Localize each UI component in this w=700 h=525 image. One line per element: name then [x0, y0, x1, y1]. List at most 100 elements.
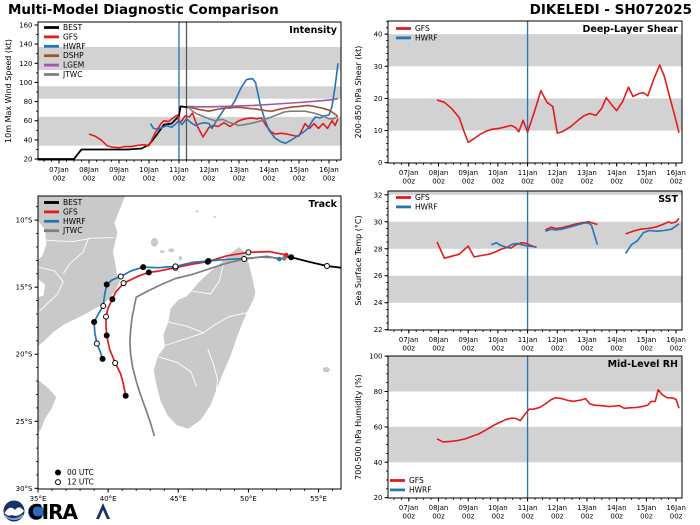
svg-text:Mid-Level RH: Mid-Level RH	[608, 359, 678, 370]
rh-chart: 07Jan00z08Jan00z09Jan00z10Jan00z11Jan00z…	[354, 353, 686, 521]
svg-text:00z: 00z	[610, 345, 623, 353]
svg-text:JTWC: JTWC	[62, 70, 82, 79]
svg-text:00z: 00z	[53, 175, 66, 183]
svg-text:BEST: BEST	[63, 23, 83, 32]
svg-text:00z: 00z	[521, 178, 534, 186]
svg-text:13Jan: 13Jan	[577, 336, 597, 344]
svg-text:00z: 00z	[263, 175, 276, 183]
svg-text:10m Max Wind Speed (kt): 10m Max Wind Speed (kt)	[4, 39, 13, 143]
svg-text:09Jan: 09Jan	[458, 504, 478, 512]
svg-text:100: 100	[19, 79, 32, 87]
svg-text:00z: 00z	[402, 178, 415, 186]
svg-text:16Jan: 16Jan	[666, 336, 686, 344]
svg-text:07Jan: 07Jan	[49, 166, 69, 174]
svg-text:GFS: GFS	[63, 207, 78, 216]
svg-text:15Jan: 15Jan	[637, 336, 657, 344]
svg-text:12Jan: 12Jan	[547, 336, 567, 344]
intensity-chart: 07Jan00z08Jan00z09Jan00z10Jan00z11Jan00z…	[4, 21, 342, 183]
svg-text:00z: 00z	[402, 345, 415, 353]
svg-text:30: 30	[374, 218, 383, 226]
svg-text:HWRF: HWRF	[415, 202, 438, 211]
svg-text:00z: 00z	[83, 175, 96, 183]
svg-text:12Jan: 12Jan	[547, 169, 567, 177]
svg-text:00z: 00z	[521, 513, 534, 521]
svg-text:10: 10	[374, 127, 383, 135]
svg-text:16Jan: 16Jan	[319, 166, 339, 174]
svg-text:GFS: GFS	[415, 24, 430, 33]
svg-text:700-500 hPa Humidity (%): 700-500 hPa Humidity (%)	[354, 374, 363, 480]
svg-text:10Jan: 10Jan	[488, 336, 508, 344]
svg-text:HWRF: HWRF	[415, 33, 438, 42]
svg-text:00z: 00z	[323, 175, 336, 183]
track-map: 35°E 40°E 45°E 50°E 55°E 10°S 15°S 20°S 25°S 30°S…	[16, 195, 342, 503]
svg-text:14Jan: 14Jan	[607, 169, 627, 177]
svg-text:00z: 00z	[293, 175, 306, 183]
svg-text:30: 30	[374, 63, 383, 71]
svg-text:00z: 00z	[551, 178, 564, 186]
svg-text:00z: 00z	[640, 345, 653, 353]
svg-text:08Jan: 08Jan	[429, 336, 449, 344]
svg-text:50°E: 50°E	[240, 495, 257, 503]
svg-text:10Jan: 10Jan	[139, 166, 159, 174]
svg-text:07Jan: 07Jan	[399, 336, 419, 344]
page-title: Multi-Model Diagnostic Comparison	[8, 2, 279, 18]
svg-text:45°E: 45°E	[170, 495, 187, 503]
svg-text:20: 20	[374, 494, 383, 502]
svg-text:60: 60	[374, 423, 383, 431]
svg-text:00z: 00z	[581, 178, 594, 186]
svg-text:20: 20	[374, 95, 383, 103]
svg-text:15Jan: 15Jan	[637, 504, 657, 512]
svg-text:11Jan: 11Jan	[169, 166, 189, 174]
svg-text:15°S: 15°S	[16, 284, 33, 292]
svg-text:60: 60	[24, 117, 33, 125]
svg-text:07Jan: 07Jan	[399, 169, 419, 177]
svg-text:Deep-Layer Shear: Deep-Layer Shear	[583, 24, 679, 35]
svg-text:26: 26	[374, 272, 383, 280]
svg-text:16Jan: 16Jan	[666, 504, 686, 512]
svg-text:80: 80	[24, 98, 33, 106]
svg-text:12 UTC: 12 UTC	[67, 478, 94, 487]
svg-text:00z: 00z	[143, 175, 156, 183]
svg-text:120: 120	[19, 60, 32, 68]
svg-text:00z: 00z	[233, 175, 246, 183]
svg-text:22: 22	[374, 326, 383, 334]
svg-text:00z: 00z	[432, 178, 445, 186]
sst-chart: 07Jan00z08Jan00z09Jan00z10Jan00z11Jan00z…	[354, 190, 686, 353]
svg-text:140: 140	[19, 41, 32, 49]
svg-text:40: 40	[374, 31, 383, 39]
svg-text:09Jan: 09Jan	[458, 169, 478, 177]
svg-text:55°E: 55°E	[310, 495, 327, 503]
svg-text:07Jan: 07Jan	[399, 504, 419, 512]
svg-text:40: 40	[24, 136, 33, 144]
svg-text:14Jan: 14Jan	[259, 166, 279, 174]
svg-text:00z: 00z	[670, 513, 683, 521]
svg-text:00z: 00z	[492, 178, 505, 186]
svg-text:12Jan: 12Jan	[547, 504, 567, 512]
svg-text:13Jan: 13Jan	[229, 166, 249, 174]
svg-text:00z: 00z	[173, 175, 186, 183]
svg-text:00z: 00z	[551, 345, 564, 353]
cira-logo: CIRA	[28, 500, 110, 524]
svg-text:15Jan: 15Jan	[289, 166, 309, 174]
svg-text:11Jan: 11Jan	[518, 504, 538, 512]
svg-text:00z: 00z	[402, 513, 415, 521]
svg-text:00z: 00z	[670, 345, 683, 353]
svg-text:00z: 00z	[492, 513, 505, 521]
svg-text:00z: 00z	[640, 178, 653, 186]
svg-text:00z: 00z	[551, 513, 564, 521]
svg-text:HWRF: HWRF	[63, 217, 86, 226]
svg-text:00z: 00z	[670, 178, 683, 186]
svg-text:00z: 00z	[462, 345, 475, 353]
svg-text:00z: 00z	[462, 513, 475, 521]
storm-title: DIKELEDI - SH072025	[529, 2, 692, 18]
svg-text:LGEM: LGEM	[63, 61, 84, 70]
svg-text:15Jan: 15Jan	[637, 169, 657, 177]
svg-text:11Jan: 11Jan	[518, 169, 538, 177]
svg-text:20: 20	[24, 156, 33, 164]
svg-text:HWRF: HWRF	[409, 485, 432, 494]
svg-text:24: 24	[374, 299, 383, 307]
svg-text:100: 100	[369, 353, 382, 361]
svg-text:35°E: 35°E	[30, 495, 47, 503]
